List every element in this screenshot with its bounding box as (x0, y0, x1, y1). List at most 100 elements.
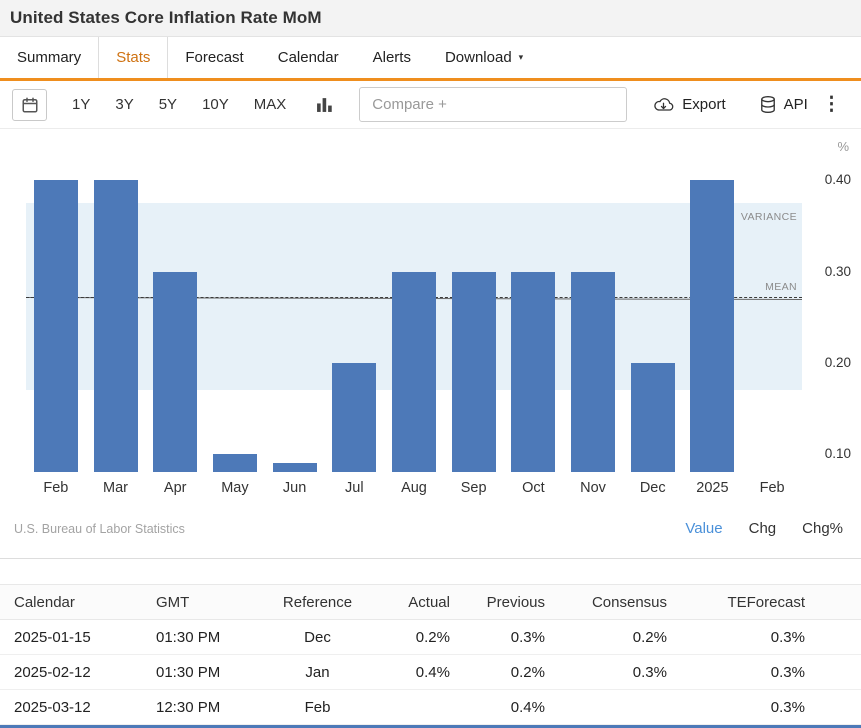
column-header-teforecast: TEForecast (667, 585, 861, 620)
kebab-menu-icon[interactable]: ⋮ (822, 95, 841, 114)
cell-previous: 0.2% (450, 655, 545, 690)
export-label: Export (682, 96, 725, 113)
cell-reference: Jan (260, 655, 375, 690)
table-row[interactable]: 2025-02-1201:30 PMJan0.4%0.2%0.3%0.3% (0, 655, 861, 690)
calendar-icon (21, 96, 39, 114)
tab-alerts[interactable]: Alerts (356, 37, 428, 78)
x-tick-label-oct: Oct (504, 480, 564, 496)
bar-jun[interactable] (273, 463, 317, 472)
cell-calendar: 2025-02-12 (0, 655, 142, 690)
cell-gmt: 01:30 PM (142, 655, 260, 690)
cell-actual: 0.4% (375, 655, 450, 690)
tab-calendar[interactable]: Calendar (261, 37, 356, 78)
plot-area: VARIANCE MEAN (26, 144, 802, 472)
bar-slot-sep (444, 144, 504, 472)
bar-jul[interactable] (332, 363, 376, 472)
cell-calendar: 2025-03-12 (0, 690, 142, 725)
export-button[interactable]: Export (653, 96, 725, 113)
api-label: API (784, 96, 808, 113)
x-tick-label-aug: Aug (384, 480, 444, 496)
bar-dec[interactable] (631, 363, 675, 472)
x-axis: FebMarAprMayJunJulAugSepOctNovDec2025Feb (26, 480, 802, 496)
bar-chart-icon (316, 96, 333, 113)
y-axis-unit: % (837, 139, 849, 154)
range-button-max[interactable]: MAX (254, 96, 287, 113)
bar-slot-nov (563, 144, 623, 472)
bar-slot-oct (504, 144, 564, 472)
cloud-download-icon (653, 96, 674, 113)
x-tick-label-2025: 2025 (683, 480, 743, 496)
tab-forecast[interactable]: Forecast (168, 37, 260, 78)
series-link-value[interactable]: Value (685, 520, 722, 537)
cell-reference: Dec (260, 620, 375, 655)
chart: VARIANCE MEAN % 0.400.300.200.10 FebMarA… (0, 129, 861, 545)
bar-sep[interactable] (452, 272, 496, 472)
range-button-1y[interactable]: 1Y (72, 96, 90, 113)
api-button[interactable]: API (760, 95, 808, 114)
column-header-previous: Previous (450, 585, 545, 620)
x-tick-label-apr: Apr (145, 480, 205, 496)
bar-slot-feb (26, 144, 86, 472)
range-button-10y[interactable]: 10Y (202, 96, 229, 113)
cell-teforecast: 0.3% (667, 620, 861, 655)
column-header-calendar: Calendar (0, 585, 142, 620)
table-row[interactable]: 2025-01-1501:30 PMDec0.2%0.3%0.2%0.3% (0, 620, 861, 655)
bar-slot-jun (265, 144, 325, 472)
series-link-chgpct[interactable]: Chg% (802, 520, 843, 537)
bar-apr[interactable] (153, 272, 197, 472)
bar-slot-2025 (683, 144, 743, 472)
y-tick-label: 0.10 (825, 446, 851, 461)
tab-stats[interactable]: Stats (99, 37, 168, 78)
bar-feb[interactable] (34, 180, 78, 472)
mean-label: MEAN (765, 281, 797, 293)
x-tick-label-mar: Mar (86, 480, 146, 496)
variance-label: VARIANCE (741, 211, 797, 223)
bar-nov[interactable] (571, 272, 615, 472)
source-attribution: U.S. Bureau of Labor Statistics (14, 522, 185, 536)
bar-slot-jul (324, 144, 384, 472)
range-button-3y[interactable]: 3Y (115, 96, 133, 113)
x-tick-label-jun: Jun (265, 480, 325, 496)
tab-download[interactable]: Download▾ (428, 37, 540, 78)
chart-footer: U.S. Bureau of Labor Statistics Value Chg… (14, 520, 843, 537)
x-tick-label-may: May (205, 480, 265, 496)
database-icon (760, 95, 776, 114)
page-header: United States Core Inflation Rate MoM (0, 0, 861, 37)
table-row[interactable]: 2025-03-1212:30 PMFeb0.4%0.3% (0, 690, 861, 725)
cell-previous: 0.3% (450, 620, 545, 655)
range-button-5y[interactable]: 5Y (159, 96, 177, 113)
bar-mar[interactable] (94, 180, 138, 472)
y-tick-label: 0.30 (825, 264, 851, 279)
date-range-calendar-button[interactable] (12, 89, 47, 121)
chart-toolbar: 1Y 3Y 5Y 10Y MAX Export (0, 81, 861, 129)
bar-oct[interactable] (511, 272, 555, 472)
x-tick-label-jul: Jul (324, 480, 384, 496)
bar-2025[interactable] (690, 180, 734, 472)
y-tick-label: 0.20 (825, 355, 851, 370)
cell-actual: 0.2% (375, 620, 450, 655)
bar-slot-apr (145, 144, 205, 472)
bar-slot-dec (623, 144, 683, 472)
tab-summary[interactable]: Summary (0, 37, 99, 78)
cell-teforecast: 0.3% (667, 655, 861, 690)
column-header-gmt: GMT (142, 585, 260, 620)
series-link-chg[interactable]: Chg (749, 520, 777, 537)
series-mode-links: Value Chg Chg% (685, 520, 843, 537)
bar-slot-may (205, 144, 265, 472)
cell-consensus: 0.2% (545, 620, 667, 655)
x-tick-label-nov: Nov (563, 480, 623, 496)
bar-slot-aug (384, 144, 444, 472)
cell-consensus (545, 690, 667, 725)
bar-may[interactable] (213, 454, 257, 472)
x-tick-label-sep: Sep (444, 480, 504, 496)
bar-aug[interactable] (392, 272, 436, 472)
bar-slot-mar (86, 144, 146, 472)
compare-input[interactable] (359, 87, 627, 122)
column-header-reference: Reference (260, 585, 375, 620)
calendar-table: CalendarGMTReferenceActualPreviousConsen… (0, 584, 861, 725)
cell-gmt: 12:30 PM (142, 690, 260, 725)
cell-previous: 0.4% (450, 690, 545, 725)
column-header-actual: Actual (375, 585, 450, 620)
x-tick-label-feb: Feb (26, 480, 86, 496)
chart-type-button[interactable] (316, 96, 333, 113)
